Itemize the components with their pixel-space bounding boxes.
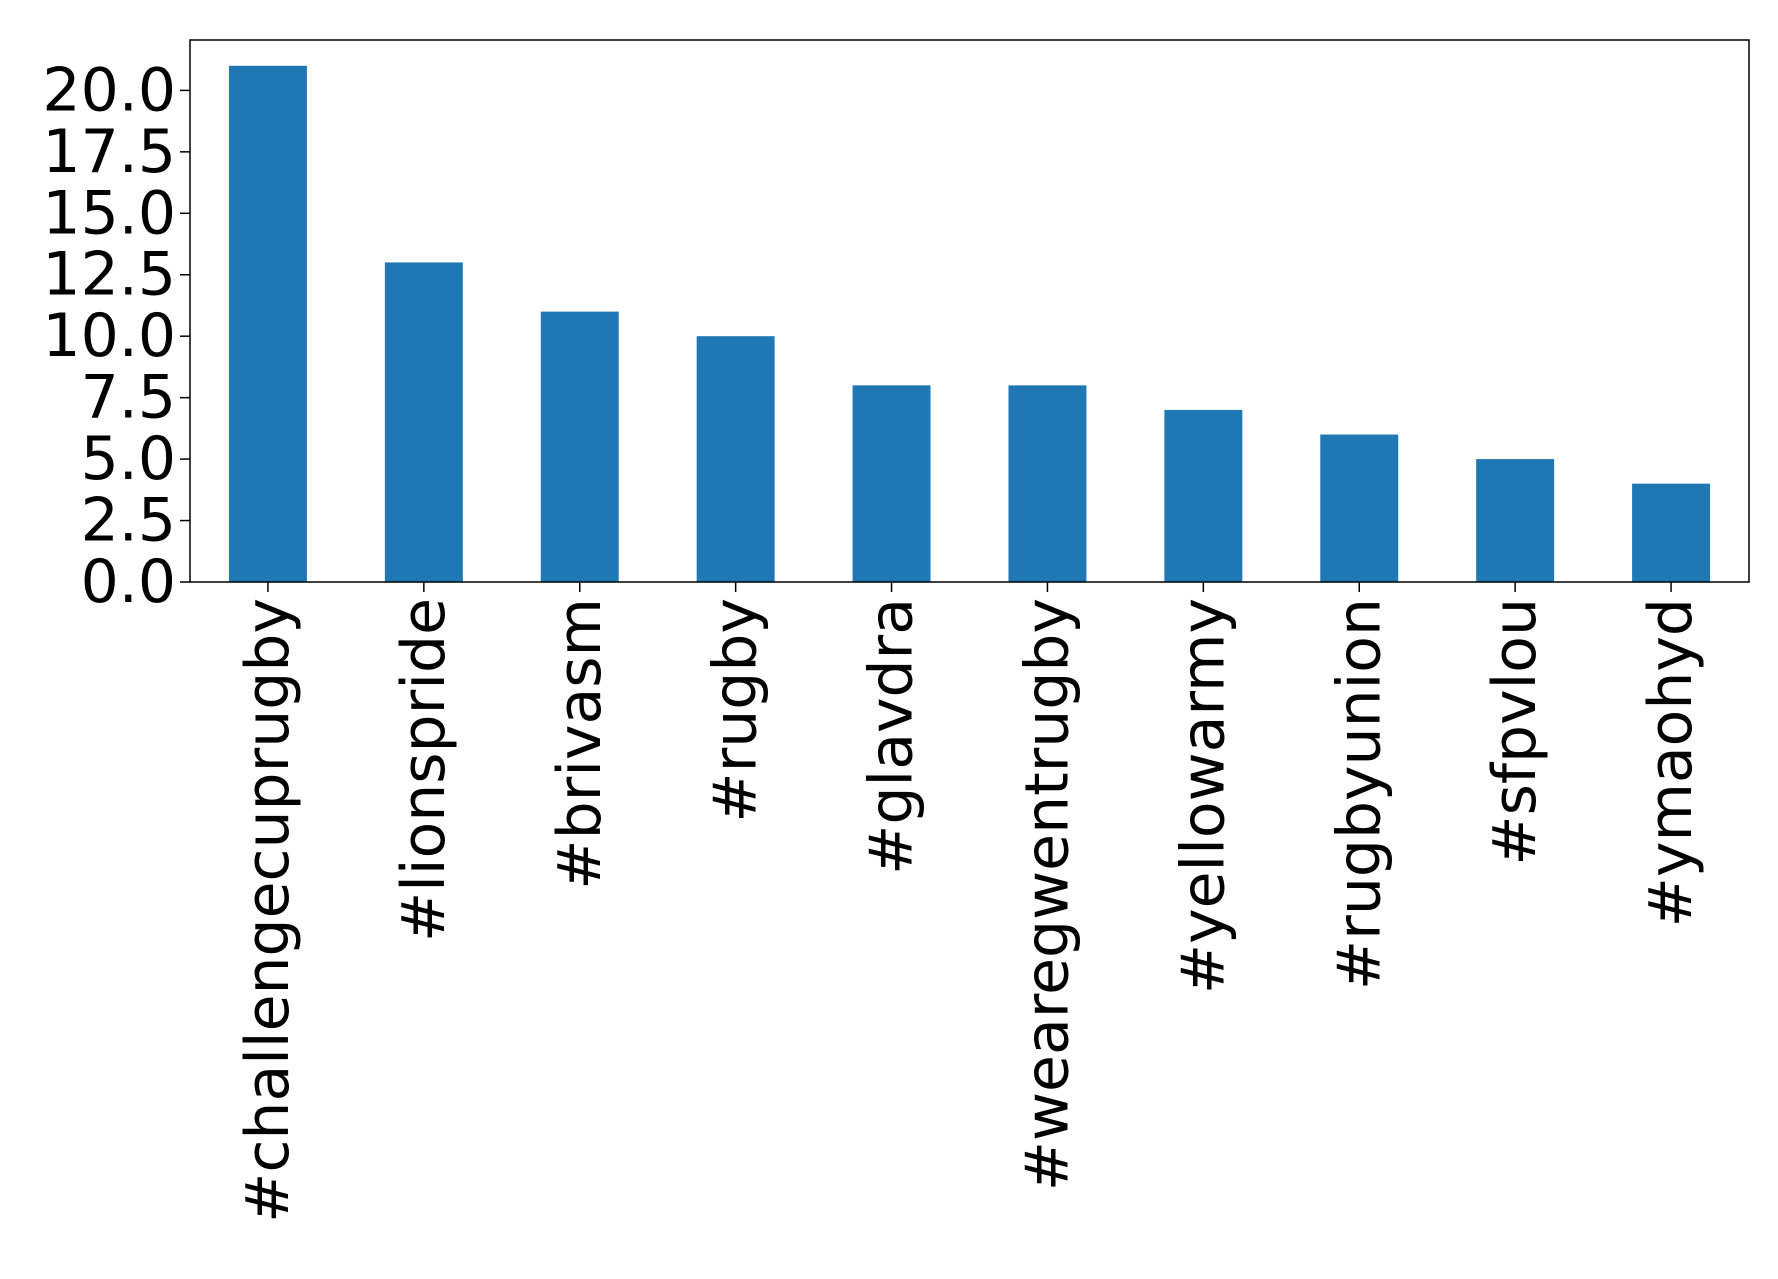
- bar-7: [1320, 434, 1399, 582]
- bar-9: [1632, 483, 1711, 582]
- x-tick-label-0: #challengecuprugby: [233, 598, 303, 1223]
- y-tick-label-2: 5.0: [81, 424, 176, 494]
- bar-5: [1008, 385, 1087, 582]
- y-tick-label-1: 2.5: [81, 486, 176, 556]
- bar-6: [1164, 409, 1243, 582]
- x-tick-label-4: #glavdra: [857, 598, 927, 875]
- x-tick-label-7: #rugbyunion: [1324, 598, 1394, 990]
- y-tick-label-7: 17.5: [42, 117, 176, 187]
- x-tick-label-2: #brivasm: [545, 598, 615, 890]
- bars-group: [228, 65, 1711, 582]
- y-tick-label-6: 15.0: [42, 178, 176, 248]
- bar-3: [696, 336, 775, 582]
- bar-1: [384, 262, 463, 582]
- x-axis: #challengecuprugby #lionspride #brivasm #ru…: [233, 582, 1706, 1223]
- y-axis: 0.02.55.07.510.012.515.017.520.0: [42, 55, 190, 617]
- x-tick-label-3: #rugby: [701, 598, 771, 823]
- x-tick-label-6: #yellowarmy: [1168, 598, 1238, 994]
- y-tick-label-5: 12.5: [42, 240, 176, 310]
- bar-0: [228, 65, 307, 582]
- y-tick-label-8: 20.0: [42, 55, 176, 125]
- bar-8: [1476, 459, 1555, 582]
- x-tick-label-1: #lionspride: [389, 598, 459, 942]
- bar-2: [540, 311, 619, 582]
- y-tick-label-4: 10.0: [42, 301, 176, 371]
- y-tick-label-0: 0.0: [81, 547, 176, 617]
- x-tick-label-8: #sfpvlou: [1480, 598, 1550, 866]
- plot-area-frame: [189, 39, 1750, 583]
- x-tick-label-5: #wearegwentrugby: [1012, 598, 1082, 1191]
- x-tick-label-9: #ymaohyd: [1636, 598, 1706, 927]
- y-tick-label-3: 7.5: [81, 363, 176, 433]
- bar-4: [852, 385, 931, 582]
